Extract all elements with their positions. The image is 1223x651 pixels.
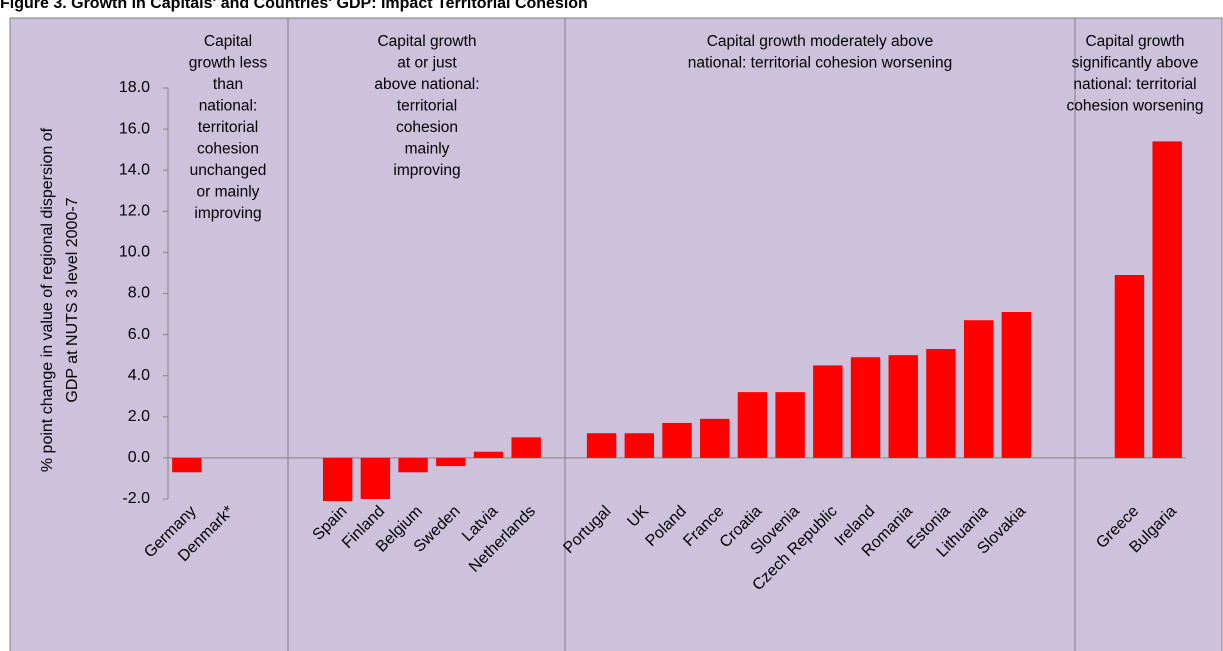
section-annotation: Capital growth moderately above (707, 33, 934, 50)
bar (172, 457, 202, 473)
section-annotation: national: territorial cohesion worsening (688, 55, 953, 72)
section-annotation: significantly above (1072, 55, 1199, 72)
bar (963, 320, 994, 458)
bar (436, 457, 466, 467)
y-tick-label: 16.0 (119, 120, 150, 137)
section-annotation: cohesion (197, 141, 259, 158)
y-tick-label: 14.0 (119, 161, 150, 178)
bar (322, 457, 353, 502)
section-annotation: or mainly (197, 184, 260, 201)
bar (624, 433, 655, 458)
y-tick-label: -2.0 (122, 490, 150, 507)
bar (926, 348, 956, 458)
bar (1152, 141, 1182, 458)
section-annotation: mainly (405, 141, 450, 158)
section-annotation: cohesion worsening (1066, 98, 1203, 115)
bar (662, 422, 692, 458)
y-tick-label: 10.0 (119, 244, 150, 261)
bar (813, 365, 843, 458)
y-tick-label: 18.0 (119, 79, 150, 96)
section-annotation: national: (199, 98, 258, 115)
section-annotation: Capital (204, 33, 252, 50)
y-axis-label: % point change in value of regional disp… (39, 127, 56, 472)
bar (586, 433, 617, 458)
bar (850, 357, 881, 458)
section-annotation: growth less (189, 55, 268, 72)
y-tick-label: 6.0 (128, 326, 150, 343)
section-annotation: improving (393, 162, 460, 179)
section-annotation: at or just (397, 55, 457, 72)
section-annotation: than (213, 76, 243, 93)
bar (737, 392, 768, 458)
chart-title: Figure 3. Growth in Capitals' and Countr… (0, 0, 588, 12)
bar (888, 355, 918, 458)
section-annotation: above national: (374, 76, 479, 93)
bar (398, 457, 428, 473)
y-tick-label: 0.0 (128, 449, 150, 466)
y-axis-label: GDP at NUTS 3 level 2000-7 (64, 197, 81, 402)
section-annotation: territorial (198, 119, 258, 136)
section-annotation: territorial (397, 98, 457, 115)
bar (360, 457, 391, 499)
section-annotation: unchanged (190, 162, 267, 179)
y-tick-label: 4.0 (128, 367, 150, 384)
y-tick-label: 8.0 (128, 285, 150, 302)
y-tick-label: 2.0 (128, 408, 150, 425)
section-annotation: national: territorial (1073, 76, 1196, 93)
bar (775, 392, 805, 458)
bar (1114, 275, 1145, 458)
bar (511, 437, 541, 458)
bar (473, 451, 504, 458)
bar (1001, 311, 1032, 458)
section-annotation: cohesion (396, 119, 458, 136)
y-tick-label: 12.0 (119, 203, 150, 220)
section-annotation: Capital growth (1085, 33, 1184, 50)
section-annotation: improving (194, 205, 261, 222)
bar (699, 418, 730, 458)
section-annotation: Capital growth (377, 33, 476, 50)
